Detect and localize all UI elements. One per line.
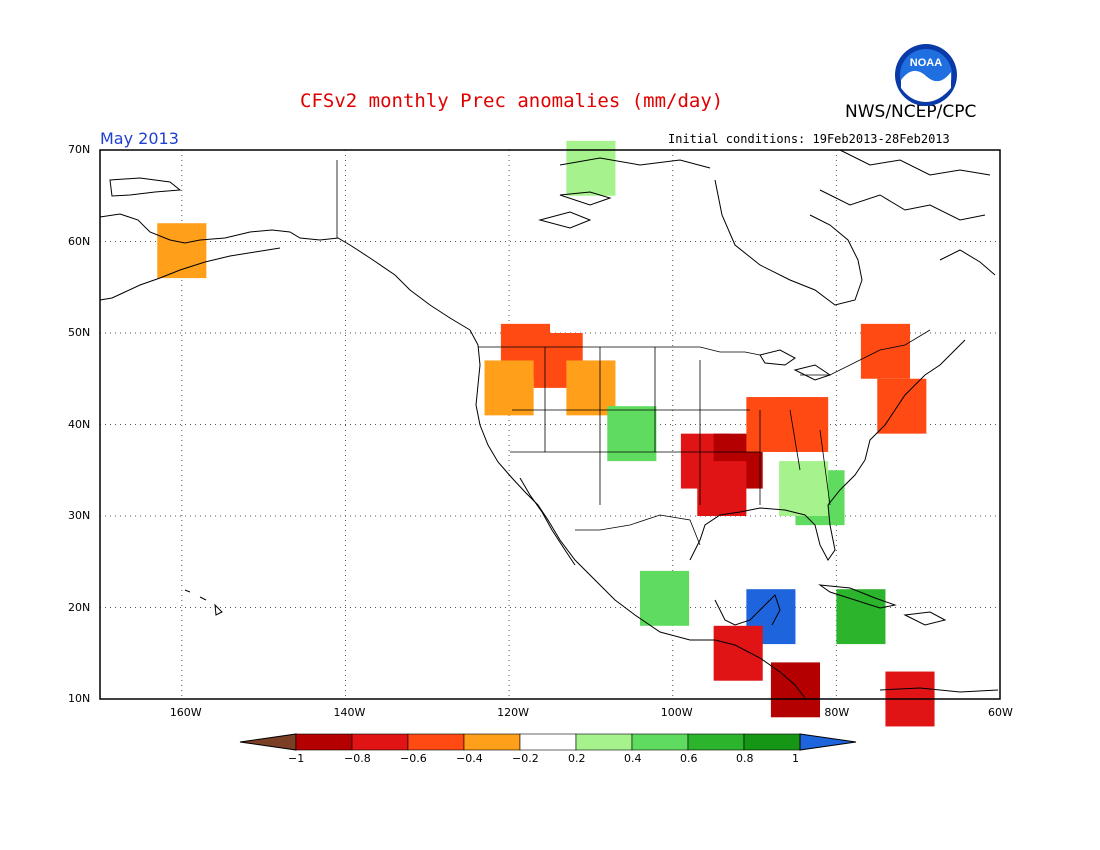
colorbar-label: 0.4 bbox=[624, 752, 642, 765]
colorbar-label: 1 bbox=[792, 752, 799, 765]
colorbar-label: −0.6 bbox=[400, 752, 427, 765]
colorbar-segment bbox=[519, 733, 577, 751]
lat-label: 70N bbox=[68, 143, 91, 156]
initial-conditions: Initial conditions: 19Feb2013-28Feb2013 bbox=[668, 132, 950, 146]
anomaly-cell bbox=[566, 140, 616, 196]
noaa-logo-text: NOAA bbox=[910, 57, 942, 69]
lat-label: 20N bbox=[68, 600, 91, 614]
forecast-month: May 2013 bbox=[100, 129, 179, 148]
colorbar-segment bbox=[575, 733, 633, 751]
colorbar-segment bbox=[407, 733, 465, 751]
colorbar-segment bbox=[295, 733, 353, 751]
colorbar-segment bbox=[743, 733, 801, 751]
colorbar bbox=[239, 733, 857, 751]
anomaly-cell bbox=[860, 323, 910, 379]
agency-label: NWS/NCEP/CPC bbox=[845, 102, 977, 122]
lon-label: 160W bbox=[169, 706, 202, 719]
anomaly-cell bbox=[779, 397, 829, 452]
colorbar-segment bbox=[799, 733, 857, 751]
anomaly-cell bbox=[836, 589, 886, 645]
colorbar-label: 0.8 bbox=[736, 752, 754, 765]
colorbar-segment bbox=[687, 733, 745, 751]
anomaly-cell bbox=[779, 461, 829, 516]
lon-label: 80W bbox=[824, 706, 850, 719]
anomaly-cell bbox=[697, 461, 747, 516]
lat-label: 40N bbox=[68, 417, 91, 431]
lat-label: 60N bbox=[68, 234, 91, 248]
anomaly-cell bbox=[713, 625, 763, 681]
noaa-logo: NOAA bbox=[895, 44, 957, 106]
lon-label: 60W bbox=[988, 706, 1013, 719]
anomaly-cell bbox=[640, 570, 690, 626]
borders bbox=[336, 160, 931, 546]
colorbar-label: −0.4 bbox=[456, 752, 483, 765]
colorbar-segment bbox=[239, 733, 297, 751]
lat-label: 30N bbox=[68, 509, 91, 522]
coastlines bbox=[99, 149, 999, 699]
anomaly-cells bbox=[157, 140, 935, 727]
lat-label: 10N bbox=[68, 692, 91, 705]
map-frame bbox=[99, 149, 1001, 700]
anomaly-cell bbox=[484, 360, 534, 416]
colorbar-segment bbox=[631, 733, 689, 751]
anomaly-cell bbox=[607, 406, 657, 462]
colorbar-label: −0.8 bbox=[344, 752, 371, 765]
lon-label: 140W bbox=[333, 706, 366, 719]
colorbar-segment bbox=[463, 733, 521, 751]
colorbar-label: 0.6 bbox=[680, 752, 698, 765]
lat-label: 50N bbox=[68, 326, 91, 339]
lon-label: 120W bbox=[497, 706, 529, 719]
chart-title: CFSv2 monthly Prec anomalies (mm/day) bbox=[300, 90, 724, 112]
colorbar-segment bbox=[351, 733, 409, 751]
colorbar-label: −0.2 bbox=[512, 752, 539, 765]
lon-label: 100W bbox=[660, 706, 693, 719]
colorbar-label: 0.2 bbox=[568, 752, 586, 765]
colorbar-label: −1 bbox=[288, 752, 305, 765]
